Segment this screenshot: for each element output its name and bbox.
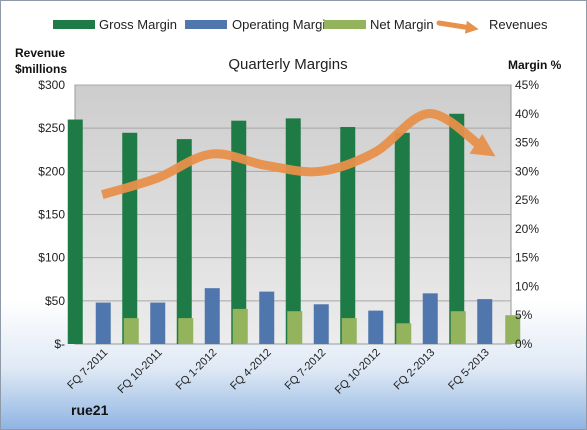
- bar-operating-margin-fq-7-2012: [313, 304, 329, 344]
- bar-gross-margin-fq-10-2011: [122, 132, 138, 344]
- right-axis-title: Margin %: [508, 58, 562, 72]
- right-axis-tick-label: 20%: [515, 222, 539, 236]
- left-axis-tick-label: $300: [38, 78, 65, 92]
- right-axis-tick-label: 30%: [515, 164, 539, 178]
- x-axis-tick-label: FQ 10-2012: [333, 347, 383, 397]
- brand-label: rue21: [71, 402, 109, 418]
- legend-swatch-operating-margin: [185, 20, 227, 29]
- right-axis-tick-label: 0%: [515, 337, 533, 351]
- left-axis-tick-label: $250: [38, 121, 65, 135]
- x-axis-tick-label: FQ 7-2011: [65, 347, 110, 392]
- bar-gross-margin-fq-5-2013: [449, 113, 465, 345]
- bar-operating-margin-fq-5-2013: [477, 299, 493, 344]
- bar-net-margin-fq-7-2012: [341, 318, 357, 344]
- legend-item-gross-margin: Gross Margin: [53, 17, 177, 32]
- legend-item-operating-margin: Operating Margin: [185, 17, 332, 32]
- right-axis-ticks: 0% 5% 10% 15% 20% 25% 30% 35% 40% 45%: [515, 78, 539, 351]
- series-line-revenues: [100, 108, 496, 199]
- left-axis-tick-label: $-: [54, 337, 65, 351]
- legend-label-gross-margin: Gross Margin: [99, 17, 177, 32]
- legend-item-net-margin: Net Margin: [324, 17, 434, 32]
- x-axis-tick-label: FQ 1-2012: [174, 347, 220, 393]
- x-axis-tick-label: FQ 10-2011: [115, 347, 164, 396]
- right-axis-tick-label: 40%: [515, 107, 539, 121]
- left-axis-tick-label: $150: [38, 208, 65, 222]
- revenue-line: [100, 108, 496, 199]
- bar-net-margin-fq-2-2013: [450, 311, 466, 344]
- right-axis-tick-label: 35%: [515, 136, 539, 150]
- bar-net-margin-fq-5-2013: [505, 315, 521, 344]
- bar-net-margin-fq-7-2011: [123, 318, 139, 344]
- left-axis-ticks: $- $50 $100 $150 $200 $250 $300: [38, 78, 65, 351]
- bar-gross-margin-fq-10-2012: [340, 127, 356, 344]
- right-axis-tick-label: 5%: [515, 308, 533, 322]
- right-axis-tick-label: 10%: [515, 279, 539, 293]
- left-axis-tick-label: $100: [38, 251, 65, 265]
- x-axis-ticks: FQ 7-2011 FQ 10-2011 FQ 1-2012 FQ 4-2012 FQ …: [65, 347, 492, 397]
- bar-operating-margin-fq-10-2011: [150, 302, 166, 344]
- bar-operating-margin-fq-7-2011: [95, 302, 111, 344]
- right-axis-tick-label: 15%: [515, 251, 539, 265]
- bar-operating-margin-fq-4-2012: [259, 291, 275, 344]
- bar-net-margin-fq-4-2012: [287, 311, 303, 344]
- bar-gross-margin-fq-7-2012: [285, 118, 301, 344]
- x-axis-tick-label: FQ 7-2012: [283, 347, 329, 393]
- left-axis-title-line2: $millions: [15, 62, 67, 76]
- bar-gross-margin-fq-7-2011: [67, 119, 83, 345]
- bar-series: [67, 113, 521, 345]
- left-axis-tick-label: $200: [38, 164, 65, 178]
- left-axis-title-line1: Revenue: [15, 46, 65, 60]
- bar-operating-margin-fq-10-2012: [368, 310, 384, 344]
- x-axis-tick-label: FQ 4-2012: [228, 347, 274, 393]
- bar-operating-margin-fq-2-2013: [422, 293, 438, 344]
- bar-net-margin-fq-10-2012: [396, 323, 412, 344]
- bar-gross-margin-fq-2-2013: [394, 132, 410, 344]
- chart-title: Quarterly Margins: [228, 56, 347, 73]
- legend-swatch-revenues: [436, 20, 479, 34]
- bar-net-margin-fq-1-2012: [232, 308, 248, 344]
- bar-operating-margin-fq-1-2012: [204, 288, 220, 344]
- x-axis-tick-label: FQ 5-2013: [446, 347, 492, 393]
- x-axis-tick-label: FQ 2-2013: [392, 347, 438, 393]
- bar-gross-margin-fq-1-2012: [176, 139, 192, 344]
- legend-label-revenues: Revenues: [489, 17, 548, 32]
- bar-net-margin-fq-10-2011: [178, 318, 194, 344]
- legend-item-revenues: Revenues: [436, 17, 548, 34]
- right-axis-tick-label: 25%: [515, 193, 539, 207]
- legend-swatch-net-margin: [324, 20, 366, 29]
- bar-gross-margin-fq-4-2012: [231, 120, 247, 344]
- left-axis-tick-label: $50: [45, 294, 65, 308]
- legend-swatch-gross-margin: [53, 20, 95, 29]
- legend-label-net-margin: Net Margin: [370, 17, 434, 32]
- right-axis-tick-label: 45%: [515, 78, 539, 92]
- legend: Gross Margin Operating Margin Net Margin…: [53, 17, 548, 34]
- legend-label-operating-margin: Operating Margin: [232, 17, 332, 32]
